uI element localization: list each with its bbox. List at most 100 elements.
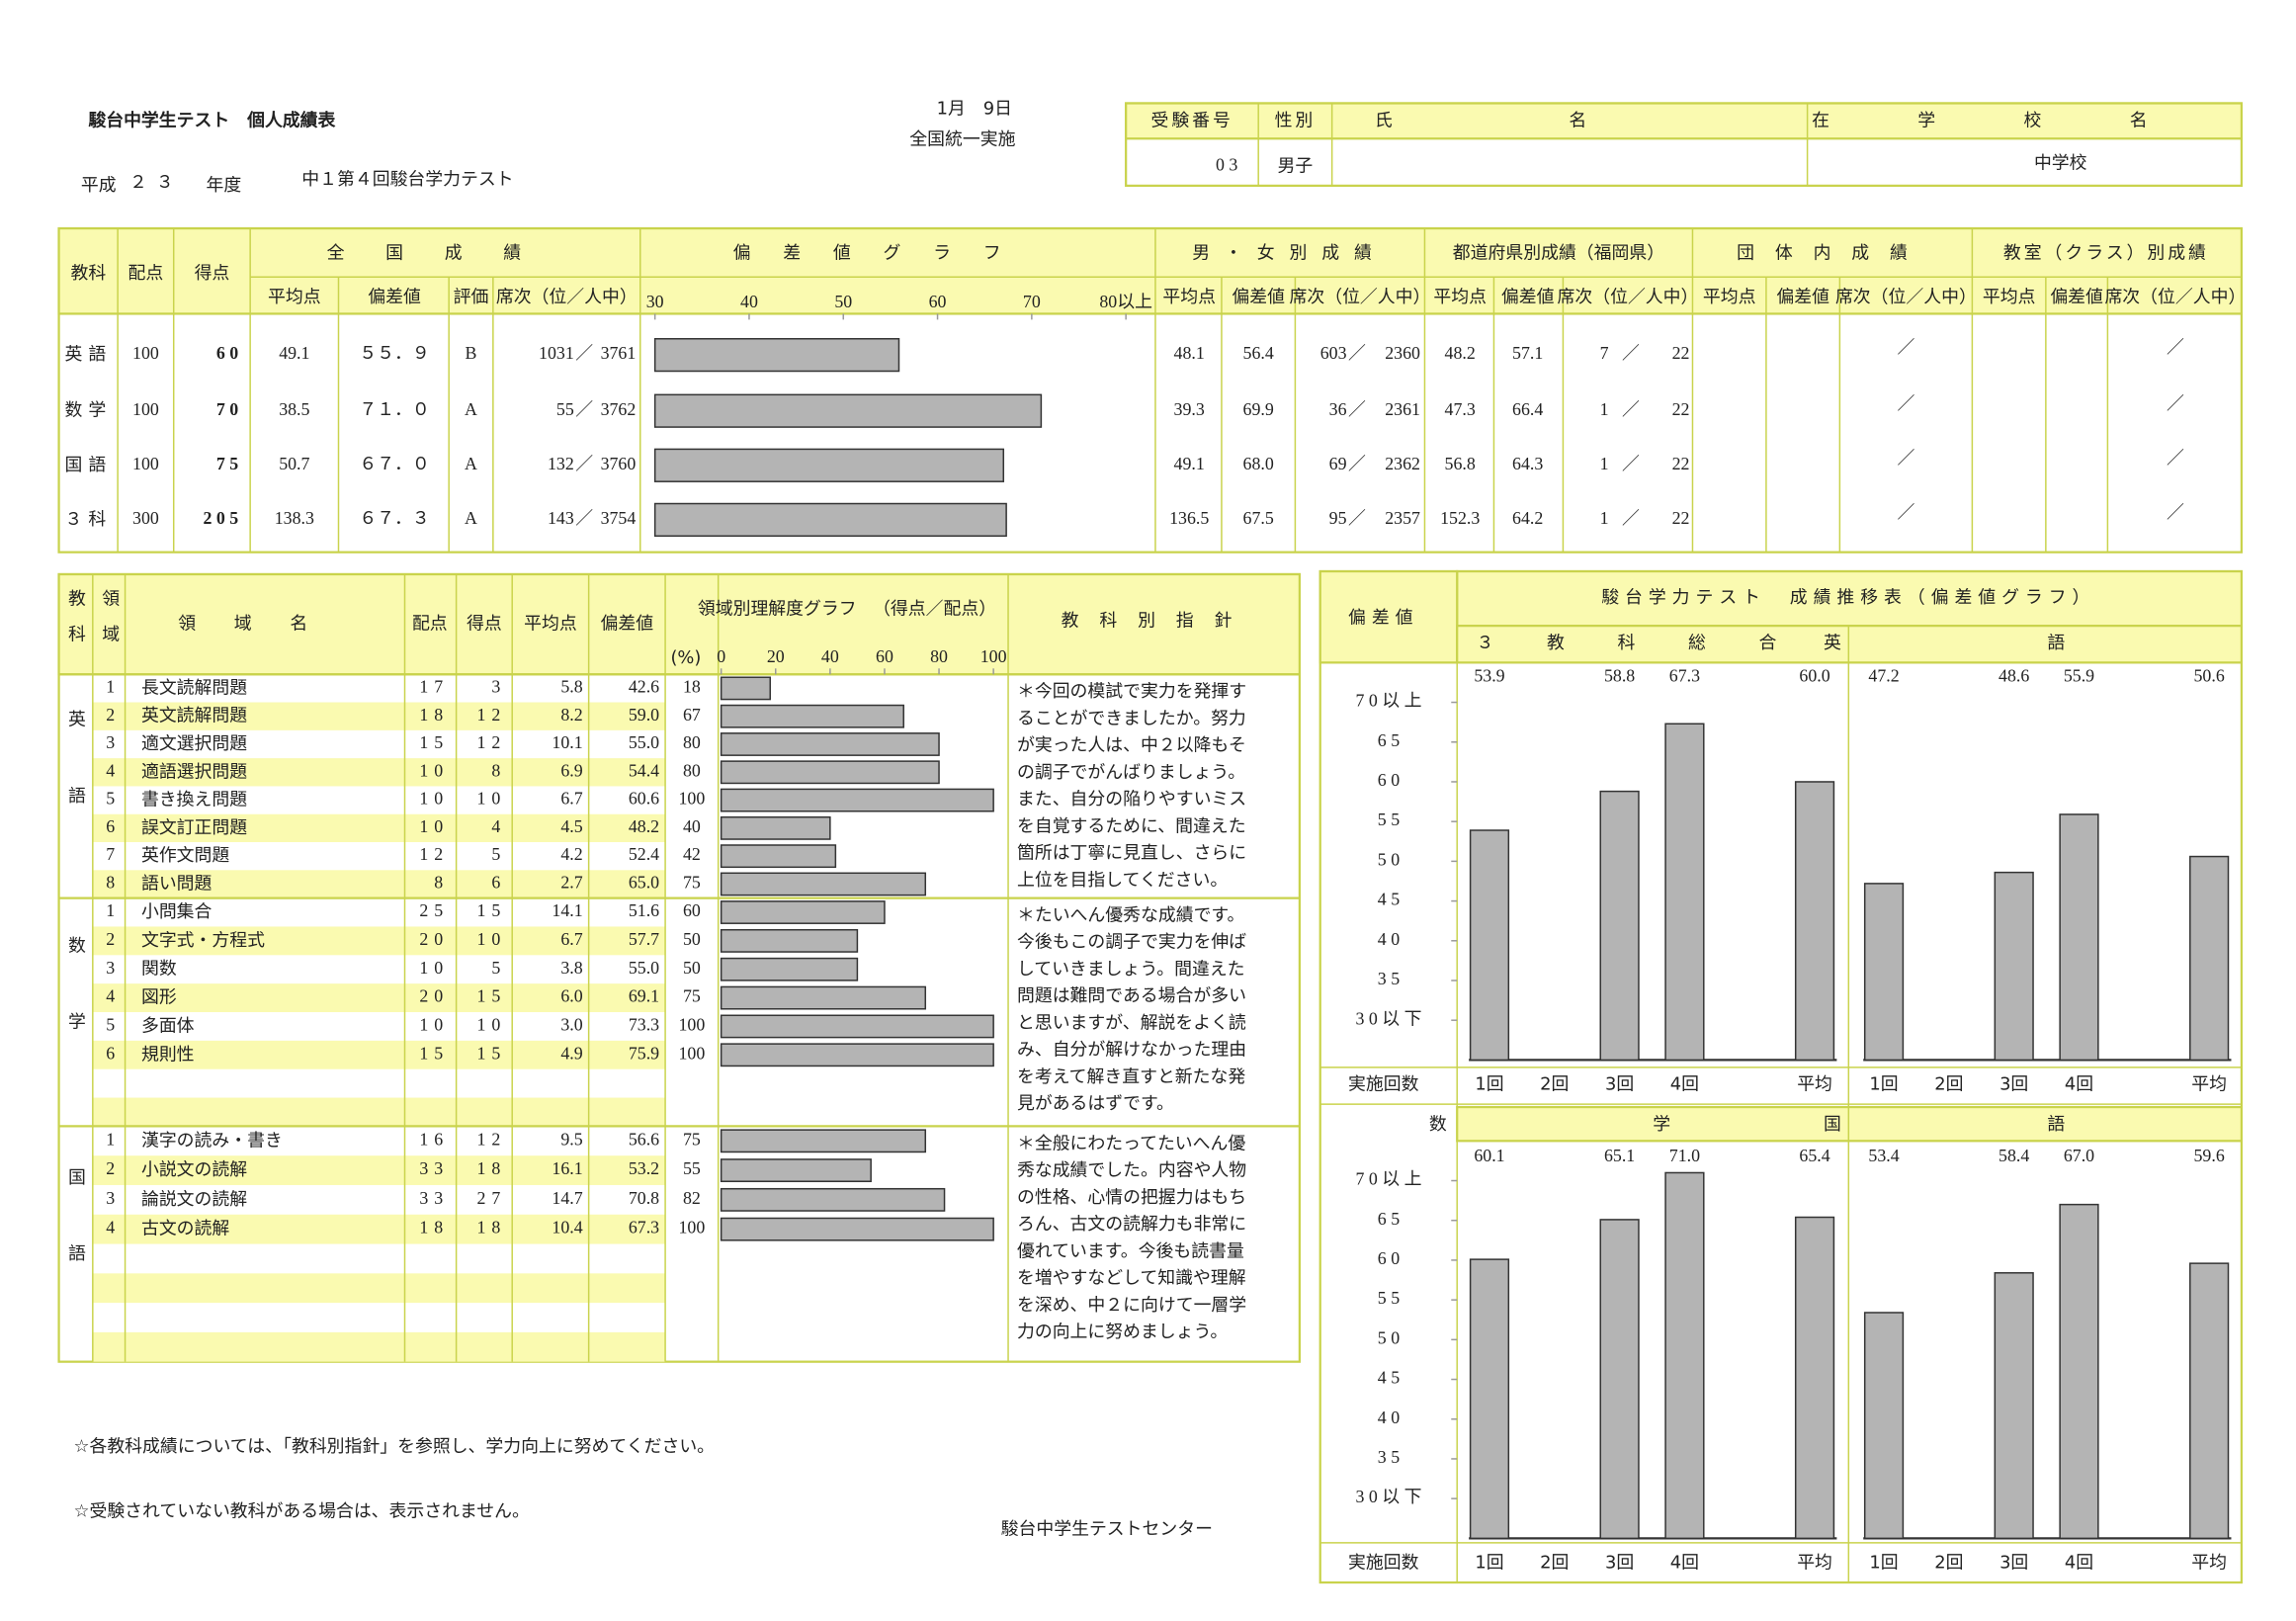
avg: 6.7 [560,789,582,809]
x-tick-label: 4回 [1670,1553,1699,1574]
guidance-line: していきましょう。間違えた [1017,959,1245,980]
y-tick-label: 45 [1378,1368,1404,1388]
rate-bar [720,1014,994,1039]
value-label: 53.9 [1474,665,1504,685]
sub-header: 偏差値 [1776,287,1829,307]
area-name: 文字式・方程式 [141,930,265,951]
rate: 40 [683,816,701,836]
trend-bar [1599,790,1640,1062]
y-tick-label: 30以下 [1355,1008,1425,1028]
value-label: 60.0 [1799,665,1829,685]
sub-header: 席次（位／人中） [1558,287,1699,307]
x-tick-label: 平均 [2191,1074,2227,1095]
sub-header: 席次（位／人中） [1289,287,1430,307]
avg: 136.5 [1169,508,1209,528]
deviation: 64.2 [1512,508,1543,528]
rate: 75 [683,1129,701,1149]
guidance-line: の調子でがんばりましょう。 [1017,762,1245,783]
rate-bar [720,1158,872,1182]
student-label: 在学校名 [1812,110,2236,130]
sub-header: 席次（位／人中） [1835,287,1977,307]
area-name: 書き換え問題 [141,790,247,810]
guidance-line: ＊たいへん優秀な成績です。 [1017,904,1244,925]
trend-bar [1469,1258,1510,1540]
value-label: 48.6 [1998,665,2029,685]
x-tick-label: 1回 [1475,1074,1503,1095]
area-name: 漢字の読み・書き [141,1130,283,1151]
x-tick-label: 3回 [1605,1553,1634,1574]
avg: 9.5 [560,1129,582,1149]
graph-tick-label: 100 [980,646,1007,666]
sub-header: 評価 [454,287,489,307]
area-no: 6 [106,1043,115,1063]
col-header: 教科別指針 [1062,611,1253,632]
slash: ／ [2167,502,2184,522]
area-name: 英文読解問題 [141,706,247,726]
subject: 英語 [65,710,86,863]
rate-bar [720,928,859,953]
avg: 6.9 [560,760,582,780]
rank: 55 [556,399,574,419]
points: 12 [419,844,449,864]
slash: ／ [1348,343,1366,363]
deviation: 66.4 [1512,399,1543,419]
deviation: 56.4 [1243,343,1274,363]
deviation: ５５．９ [359,343,429,363]
rate: 100 [678,1043,705,1063]
rate: 42 [683,844,701,864]
rate: 100 [678,789,705,809]
value-label: 60.1 [1474,1146,1504,1165]
area-name: 小問集合 [141,901,213,922]
y-label: 偏差値 [1348,608,1418,629]
deviation: 67.3 [629,1218,659,1237]
area-no: 2 [106,1158,115,1178]
graph-tick-label: 40 [740,292,758,311]
area-name: 関数 [141,959,177,980]
points: 33 [419,1188,449,1208]
rate-bar [720,872,927,896]
deviation: 42.6 [629,676,659,696]
points: 10 [419,789,449,809]
x-tick-label: 3回 [1999,1074,2028,1095]
value-label: 58.8 [1604,665,1635,685]
exam-type: 全国統一実施 [909,129,1015,150]
area-no: 8 [106,873,115,893]
points: 18 [419,1218,449,1237]
area-name: 論説文の読解 [141,1189,247,1210]
row-band [92,813,666,843]
guidance-line: み、自分が解けなかった理由 [1017,1040,1246,1061]
trend-title: 駿台学力テスト 成績推移表（偏差値グラフ） [1601,587,2095,608]
rank: 69 [1329,454,1347,473]
trend-box [1318,569,2244,1584]
deviation: 73.3 [629,1015,659,1035]
score: 4 [491,816,506,836]
row-band [92,926,666,956]
avg: 6.7 [560,929,582,949]
trend-bar [1664,723,1705,1062]
y-tick-label: 65 [1378,730,1404,750]
guidance-line: を深め、中２に向けて一層学 [1017,1295,1246,1316]
avg: 3.8 [560,958,582,978]
slash: ／ [2167,337,2184,357]
rate-bar [720,900,886,924]
avg: 6.0 [560,986,582,1006]
deviation: ６７．３ [359,508,429,528]
slash: ／ [1348,508,1366,528]
sub-header: 偏差値 [368,287,421,307]
points: 33 [419,1158,449,1178]
value-label: 58.4 [1998,1146,2029,1165]
deviation: 59.0 [629,705,659,725]
deviation: ６７．０ [359,454,429,473]
total: 22 [1672,399,1690,419]
x-tick-label: 1回 [1869,1553,1898,1574]
gender: 男子 [1278,156,1314,177]
date: 1月 9日 [937,98,1012,119]
value-label: 53.4 [1868,1146,1899,1165]
area-no: 1 [106,676,115,696]
graph-tick-label: 60 [876,646,893,666]
area-no: 4 [106,760,115,780]
score: 15 [476,986,506,1006]
guidance-line: 秀な成績でした。内容や人物 [1017,1160,1246,1181]
trend-bar [1469,829,1510,1062]
points: 10 [419,1015,449,1035]
